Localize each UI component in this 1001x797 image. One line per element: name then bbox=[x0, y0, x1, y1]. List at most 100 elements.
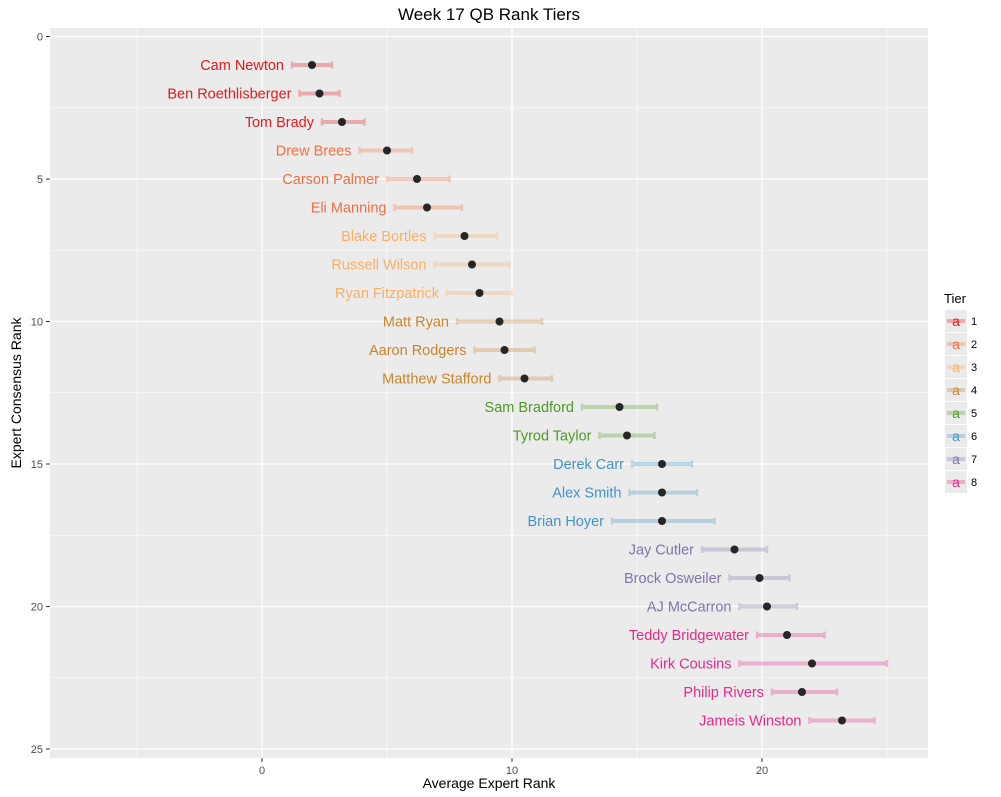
legend-key bbox=[945, 471, 967, 493]
legend-key-glyph: a bbox=[952, 451, 960, 467]
rank-point bbox=[658, 460, 666, 468]
player-label: Philip Rivers bbox=[683, 685, 764, 701]
x-tick-label: 0 bbox=[259, 765, 265, 777]
legend-key-glyph: a bbox=[952, 428, 960, 444]
legend-label: 7 bbox=[971, 454, 977, 466]
rank-point bbox=[460, 232, 469, 240]
rank-point bbox=[730, 545, 739, 554]
rank-point bbox=[500, 346, 509, 354]
legend-label: 5 bbox=[971, 408, 977, 420]
player-label: Blake Bortles bbox=[341, 229, 426, 245]
y-axis-title: Expert Consensus Rank bbox=[8, 317, 24, 469]
y-tick-label: 0 bbox=[37, 32, 43, 44]
legend-key bbox=[945, 310, 967, 332]
legend-key-glyph: a bbox=[952, 405, 960, 421]
rank-point bbox=[755, 574, 764, 582]
rank-point bbox=[808, 659, 816, 668]
chart-title: Week 17 QB Rank Tiers bbox=[398, 5, 580, 24]
player-label: Brian Hoyer bbox=[527, 514, 604, 530]
player-label: AJ McCarron bbox=[647, 600, 732, 616]
legend-key bbox=[945, 448, 967, 470]
legend-key bbox=[945, 379, 967, 401]
legend-label: 8 bbox=[971, 477, 977, 489]
rank-point bbox=[468, 260, 476, 269]
grid-lines bbox=[50, 28, 928, 758]
rank-point bbox=[423, 203, 431, 212]
rank-point bbox=[783, 631, 791, 639]
player-label: Eli Manning bbox=[311, 201, 387, 217]
rank-point bbox=[308, 61, 316, 69]
player-label: Matt Ryan bbox=[383, 315, 449, 331]
player-labels: Cam Newton Ben Roethlisberger Tom Brady Dre… bbox=[167, 58, 801, 730]
legend-key bbox=[945, 356, 967, 378]
player-label: Alex Smith bbox=[552, 486, 621, 502]
x-axis-ticks: 0 10 20 bbox=[259, 758, 768, 777]
rank-point bbox=[475, 289, 484, 297]
legend-key-glyph: a bbox=[952, 382, 960, 398]
legend: Tier a 1a 2a 3a 4a 5a 6a 7a 8 bbox=[944, 291, 977, 493]
player-label: Drew Brees bbox=[276, 144, 352, 160]
rank-point bbox=[763, 602, 771, 611]
legend-label: 6 bbox=[971, 431, 977, 443]
rank-points bbox=[308, 61, 846, 725]
rank-point bbox=[798, 688, 806, 696]
rank-point bbox=[315, 89, 324, 98]
legend-key-glyph: a bbox=[952, 359, 960, 375]
legend-title: Tier bbox=[944, 291, 967, 306]
player-label: Ryan Fitzpatrick bbox=[335, 286, 440, 302]
x-axis-title: Average Expert Rank bbox=[423, 775, 557, 791]
rank-point bbox=[495, 317, 504, 326]
legend-label: 4 bbox=[971, 385, 977, 397]
player-label: Tom Brady bbox=[245, 115, 315, 131]
player-label: Derek Carr bbox=[553, 457, 624, 473]
player-label: Ben Roethlisberger bbox=[167, 87, 291, 103]
rank-point bbox=[623, 431, 631, 440]
x-tick-label: 20 bbox=[756, 765, 768, 777]
legend-key bbox=[945, 402, 967, 424]
player-label: Russell Wilson bbox=[331, 258, 426, 274]
y-axis-ticks: 0 5 10 15 20 25 bbox=[31, 32, 50, 756]
rank-point bbox=[658, 517, 666, 525]
rank-point bbox=[658, 488, 666, 497]
player-label: Aaron Rodgers bbox=[369, 343, 467, 359]
rank-point bbox=[338, 118, 346, 126]
rank-point bbox=[413, 175, 421, 183]
player-label: Jay Cutler bbox=[629, 543, 694, 559]
legend-key-glyph: a bbox=[952, 474, 960, 490]
player-label: Carson Palmer bbox=[282, 172, 379, 188]
rank-point bbox=[615, 403, 624, 411]
rank-point bbox=[383, 146, 391, 155]
legend-label: 2 bbox=[971, 339, 977, 351]
legend-key bbox=[945, 425, 967, 447]
player-label: Sam Bradford bbox=[485, 400, 574, 416]
x-tick-label: 10 bbox=[506, 765, 518, 777]
player-label: Cam Newton bbox=[200, 58, 284, 74]
player-label: Tyrod Taylor bbox=[513, 429, 592, 445]
y-tick-label: 20 bbox=[31, 602, 43, 614]
player-label: Kirk Cousins bbox=[650, 657, 731, 673]
legend-key bbox=[945, 333, 967, 355]
legend-label: 3 bbox=[971, 362, 977, 374]
rank-point bbox=[838, 716, 846, 725]
legend-key-glyph: a bbox=[952, 313, 960, 329]
player-label: Teddy Bridgewater bbox=[629, 628, 749, 644]
legend-key-glyph: a bbox=[952, 336, 960, 352]
legend-label: 1 bbox=[971, 316, 977, 328]
player-label: Matthew Stafford bbox=[382, 372, 491, 388]
y-tick-label: 15 bbox=[31, 459, 43, 471]
player-label: Jameis Winston bbox=[699, 714, 801, 730]
y-tick-label: 5 bbox=[37, 174, 43, 186]
player-label: Brock Osweiler bbox=[624, 571, 722, 587]
rank-point bbox=[520, 374, 529, 383]
y-tick-label: 10 bbox=[31, 317, 43, 329]
y-tick-label: 25 bbox=[31, 744, 43, 756]
